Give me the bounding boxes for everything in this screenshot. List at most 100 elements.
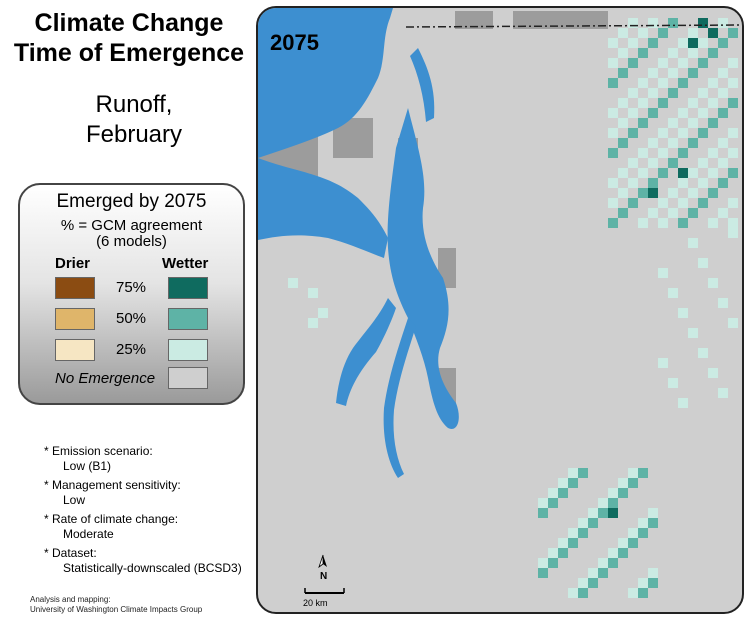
emergence-cell <box>678 128 688 138</box>
map-canvas <box>258 8 742 598</box>
emergence-cell <box>668 288 678 298</box>
note-management-sensitivity: * Management sensitivity: Low <box>44 478 254 508</box>
emergence-cell <box>668 378 678 388</box>
emergence-cell <box>638 28 648 38</box>
emergence-cell <box>638 528 648 538</box>
emergence-cell <box>538 498 548 508</box>
strait-water <box>258 8 393 158</box>
emergence-cell <box>728 228 738 238</box>
legend-agreement-label: % = GCM agreement <box>60 217 203 234</box>
emergence-cell <box>718 68 728 78</box>
emergence-cell <box>678 58 688 68</box>
legend-panel: Emerged by 2075 % = GCM agreement (6 mod… <box>18 183 245 405</box>
emergence-cell <box>668 158 678 168</box>
emergence-cell <box>618 478 628 488</box>
emergence-cell <box>688 38 698 48</box>
emergence-cell <box>608 558 618 568</box>
emergence-cell <box>708 368 718 378</box>
emergence-cell <box>708 98 718 108</box>
emergence-cell <box>588 568 598 578</box>
emergence-cell <box>608 548 618 558</box>
emergence-cell <box>718 88 728 98</box>
note-label: * Management sensitivity: <box>44 478 181 492</box>
swatch-wetter-50 <box>168 308 208 330</box>
subtitle-variable: Runoff, <box>95 91 173 118</box>
note-value: Low (B1) <box>63 459 112 473</box>
emergence-cell <box>688 168 698 178</box>
emergence-cell <box>558 488 568 498</box>
emergence-cell <box>618 538 628 548</box>
bay-inlet <box>410 48 435 122</box>
emergence-cell <box>718 298 728 308</box>
emergence-cell <box>618 138 628 148</box>
scale-label: 20 km <box>303 598 328 608</box>
emergence-cell <box>618 68 628 78</box>
emergence-cell <box>608 508 618 518</box>
emergence-cell <box>718 108 728 118</box>
outside-block <box>513 11 608 29</box>
title-line-1: Climate Change <box>34 9 224 37</box>
emergence-cells <box>288 18 738 598</box>
subtitle-month: February <box>85 121 183 148</box>
emergence-cell <box>718 18 728 28</box>
emergence-cell <box>698 158 708 168</box>
emergence-cell <box>638 78 648 88</box>
emergence-cell <box>638 148 648 158</box>
note-value: Moderate <box>63 527 114 541</box>
swatch-no-emergence <box>168 367 208 389</box>
south-sound-inlet <box>383 318 416 478</box>
emergence-cell <box>608 108 618 118</box>
emergence-cell <box>628 18 638 28</box>
emergence-cell <box>578 578 588 588</box>
legend-no-emergence-label: No Emergence <box>55 370 156 387</box>
scenario-notes: * Emission scenario: Low (B1) * Manageme… <box>44 444 254 580</box>
emergence-cell <box>568 468 578 478</box>
emergence-cell <box>728 198 738 208</box>
emergence-cell <box>698 348 708 358</box>
legend-models-label: (6 models) <box>96 233 167 250</box>
map-title: Climate Change Time of Emergence <box>0 8 258 68</box>
emergence-cell <box>708 278 718 288</box>
emergence-cell <box>638 578 648 588</box>
emergence-cell <box>698 18 708 28</box>
emergence-cell <box>708 78 718 88</box>
emergence-cell <box>658 168 668 178</box>
emergence-cell <box>568 528 578 538</box>
emergence-cell <box>658 198 668 208</box>
emergence-cell <box>698 178 708 188</box>
emergence-cell <box>608 488 618 498</box>
map-subtitle: Runoff, February <box>0 90 268 150</box>
emergence-cell <box>548 558 558 568</box>
emergence-cell <box>538 508 548 518</box>
swatch-wetter-25 <box>168 339 208 361</box>
title-line-2: Time of Emergence <box>13 39 245 67</box>
emergence-cell <box>538 558 548 568</box>
emergence-cell <box>648 188 658 198</box>
emergence-cell <box>668 48 678 58</box>
emergence-cell <box>668 18 678 28</box>
emergence-cell <box>638 168 648 178</box>
emergence-cell <box>618 208 628 218</box>
emergence-cell <box>558 478 568 488</box>
emergence-cell <box>318 308 328 318</box>
emergence-cell <box>668 88 678 98</box>
emergence-cell <box>628 158 638 168</box>
emergence-cell <box>688 48 698 58</box>
scale-bar: N 20 km <box>300 553 350 608</box>
emergence-cell <box>578 528 588 538</box>
note-value: Statistically-downscaled (BCSD3) <box>63 561 242 575</box>
emergence-cell <box>648 158 658 168</box>
legend-level-25: 25% <box>116 341 147 358</box>
emergence-cell <box>678 108 688 118</box>
map-frame: 2075 N 20 km <box>256 6 744 614</box>
emergence-cell <box>698 258 708 268</box>
emergence-cell <box>598 498 608 508</box>
emergence-cell <box>688 188 698 198</box>
swatch-drier-50 <box>55 308 95 330</box>
emergence-cell <box>648 508 658 518</box>
emergence-cell <box>708 188 718 198</box>
emergence-cell <box>588 578 598 588</box>
emergence-cell <box>678 78 688 88</box>
emergence-cell <box>728 218 738 228</box>
emergence-cell <box>688 138 698 148</box>
